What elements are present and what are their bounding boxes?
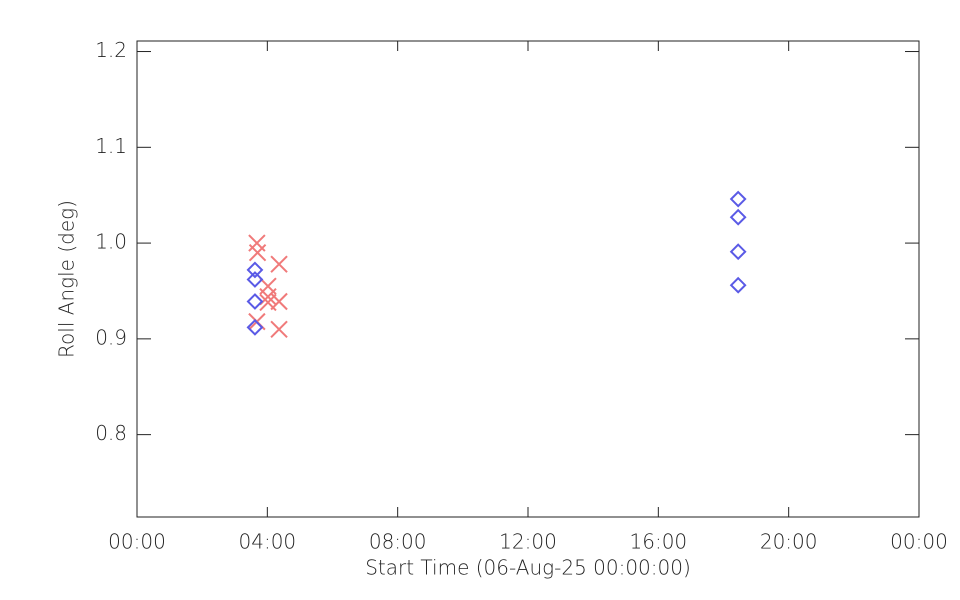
scatter-point [729, 208, 747, 226]
scatter-point [270, 292, 288, 311]
scatter-point [246, 271, 264, 288]
scatter-point [246, 293, 264, 310]
scatter-point [270, 320, 288, 338]
x-tick-label: 00:00 [108, 530, 166, 554]
x-tick-label: 12:00 [499, 530, 557, 554]
y-tick-label: 1.1 [95, 134, 127, 158]
y-axis-label: Roll Angle (deg) [55, 200, 79, 358]
scatter-point [246, 261, 264, 279]
scatter-point [729, 190, 747, 208]
x-tick-label: 08:00 [369, 530, 427, 554]
y-tick-label: 1.0 [95, 230, 127, 254]
y-tick-label: 0.8 [95, 421, 127, 445]
x-axis-label: Start Time (06-Aug-25 00:00:00) [365, 556, 691, 580]
scatter-point [729, 243, 747, 261]
scatter-point [246, 318, 264, 336]
scatter-point [248, 243, 267, 262]
x-tick-label: 16:00 [630, 530, 688, 554]
y-tick-label: 1.2 [95, 38, 127, 62]
scatter-point [270, 255, 288, 273]
y-tick-label: 0.9 [95, 325, 127, 349]
x-tick-label: 20:00 [760, 530, 818, 554]
plot-frame [136, 40, 920, 518]
x-tick-label: 00:00 [890, 530, 948, 554]
scatter-point [729, 276, 747, 294]
x-tick-label: 04:00 [239, 530, 297, 554]
